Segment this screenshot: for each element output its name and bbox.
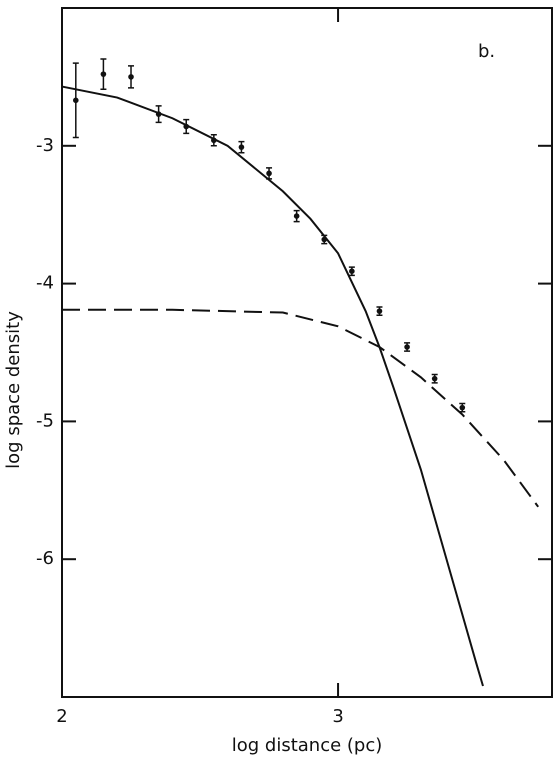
plot-frame [61,7,553,698]
data-point [238,144,245,150]
data-point [431,375,438,382]
data-point [128,74,134,80]
data-point [155,111,162,117]
data-point [100,71,107,77]
data-point [183,123,190,130]
data-point [321,236,328,243]
data-point [211,137,217,144]
y-tick-label: -4 [36,273,54,294]
data-point [266,170,272,177]
data-point [376,308,383,314]
y-axis-label: log space density [3,311,24,469]
data-point [73,97,79,104]
y-tick-label: -3 [36,135,54,156]
y-tick-label: -6 [36,548,54,569]
annotation: b. [478,41,495,62]
data-point [404,344,410,350]
data-point [459,404,466,411]
x-tick-label: 3 [332,706,343,727]
solid-curve [61,85,484,687]
y-tick-label: -5 [36,410,54,431]
dashed-curve [62,308,540,508]
x-axis-label: log distance (pc) [232,735,383,756]
x-tick-label: 2 [56,706,67,727]
data-point [293,213,300,219]
data-point [349,268,355,274]
